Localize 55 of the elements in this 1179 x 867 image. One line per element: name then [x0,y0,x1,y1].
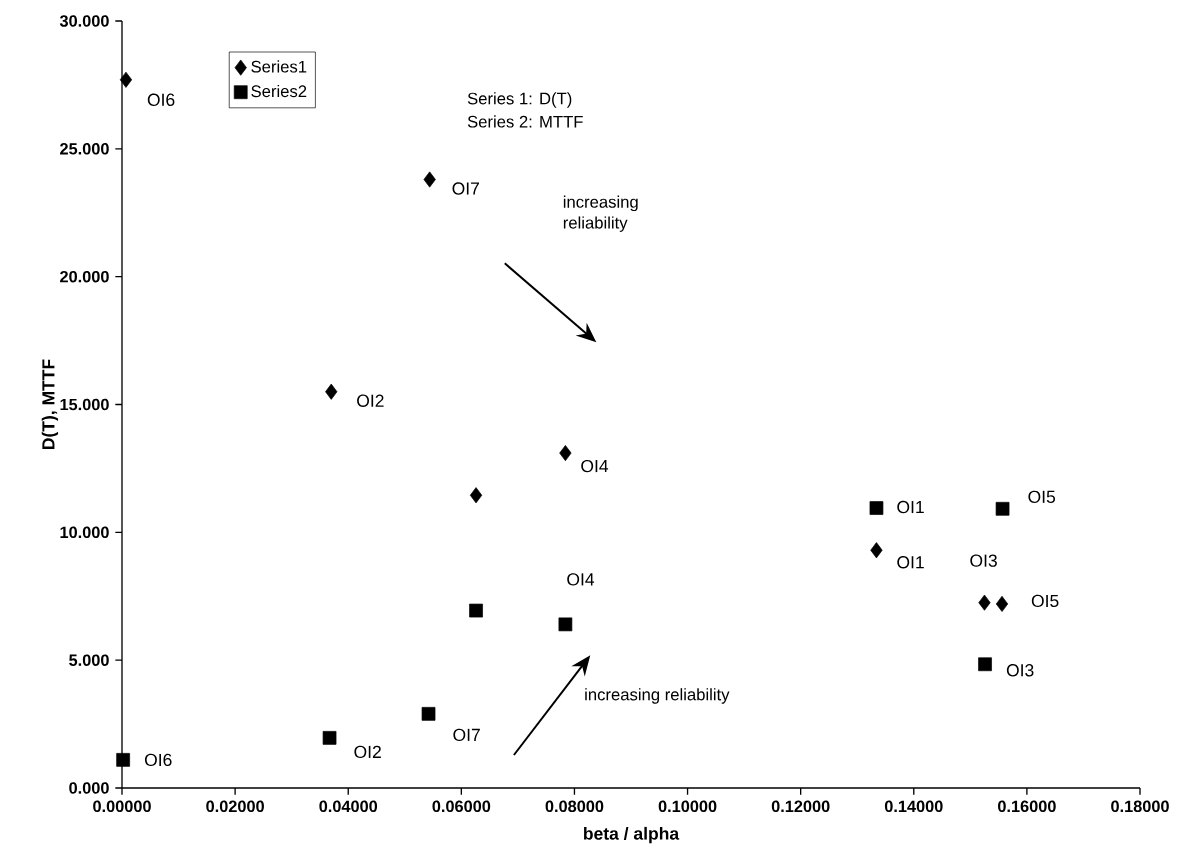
x-tick-label: 0.04000 [319,800,378,813]
annotation: Series 1: D(T) [467,92,572,108]
y-axis-title: D(T), MTTF [41,359,59,449]
y-tick-label: 0.000 [69,782,109,794]
point [978,594,991,611]
annotation: OI3 [1006,664,1034,677]
y-tick-label: 30.000 [59,15,109,27]
x-tick-label: 0.16000 [998,800,1056,813]
point [870,542,883,559]
x-tick-label: 0.00000 [93,800,151,813]
point [423,171,436,188]
point [869,501,884,515]
point [559,445,572,462]
point [469,487,483,504]
point [469,603,483,618]
annotation: Series 2: MTTF [467,115,583,128]
annotation: OI6 [147,93,175,107]
point [116,753,130,767]
point [421,707,436,721]
x-tick-label: 0.18000 [1111,800,1169,813]
point [119,71,133,88]
annotation: OI4 [567,573,595,586]
legend-label: Series2 [251,84,307,98]
annotation: OI2 [354,745,381,759]
annotation: OI4 [581,459,609,473]
x-tick-label: 0.10000 [658,800,717,813]
point [978,657,992,672]
x-tick-label: 0.12000 [771,800,830,813]
point [995,595,1009,612]
annotation: OI5 [1031,594,1059,608]
y-tick-label: 5.000 [69,654,109,666]
x-tick-label: 0.14000 [884,800,943,813]
y-tick-label: 25.000 [60,143,109,155]
point [558,617,573,632]
point [995,501,1010,516]
annotation: OI7 [453,728,480,742]
x-tick-label: 0.02000 [206,800,264,813]
y-tick-label: 10.000 [60,526,109,539]
y-tick-label: 20.000 [60,270,109,283]
annotation: OI1 [897,556,924,569]
x-tick-label: 0.08000 [545,800,604,813]
x-axis-title: beta / alpha [584,826,680,844]
annotation: OI5 [1028,490,1056,504]
annotation: increasing reliability [563,195,638,232]
y-tick-label: 15.000 [60,398,109,411]
x-tick-label: 0.06000 [432,800,491,813]
annotation: OI1 [897,500,924,514]
annotation: OI7 [452,182,479,195]
annotation: OI2 [357,394,384,407]
annotation: OI3 [970,554,997,567]
annotation: increasing reliability [585,688,730,704]
point [325,383,338,400]
annotation: OI6 [144,753,172,767]
point [322,731,337,745]
legend-label: Series1 [251,60,307,73]
